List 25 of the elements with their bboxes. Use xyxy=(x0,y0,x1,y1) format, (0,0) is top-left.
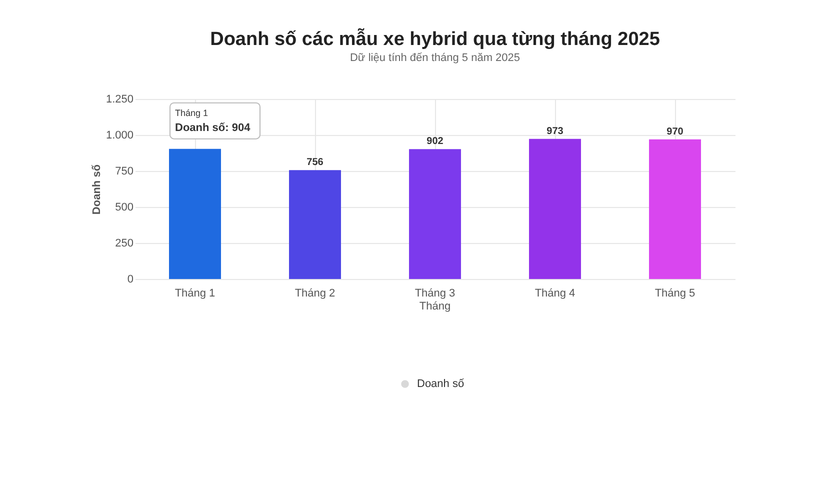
y-tick-label: 0 xyxy=(127,274,134,286)
chart-title: Doanh số các mẫu xe hybrid qua từng tháng 2025 xyxy=(210,28,660,50)
y-tick-label: 750 xyxy=(115,166,134,178)
bar xyxy=(649,139,701,279)
y-tick-label: 1.250 xyxy=(106,94,134,106)
bar xyxy=(169,148,221,279)
chart-subtitle: Dữ liệu tính đến tháng 5 năm 2025 xyxy=(350,52,520,64)
y-tick-label: 1.000 xyxy=(106,130,134,142)
x-tick-label: Tháng 2 xyxy=(294,288,336,300)
x-tick-label: Tháng 1 xyxy=(174,288,216,300)
y-tick-label: 500 xyxy=(115,202,134,214)
text: Doanh số xyxy=(417,378,464,390)
x-tick-label: Tháng 3 Tháng xyxy=(414,288,456,312)
x-tick-label: Tháng 4 xyxy=(534,288,576,300)
text: 973 xyxy=(546,126,564,137)
text: 902 xyxy=(426,136,444,148)
y-tick-label: 250 xyxy=(115,238,134,250)
bar xyxy=(289,170,341,279)
annotation: Tháng 1 Doanh số: 904 xyxy=(175,108,252,134)
y-axis-title: Doanh số xyxy=(90,164,103,215)
text: 756 xyxy=(306,157,324,168)
bar xyxy=(529,138,581,279)
text: 970 xyxy=(666,126,684,138)
x-tick-label: Tháng 5 xyxy=(654,288,696,300)
bar xyxy=(409,149,461,279)
